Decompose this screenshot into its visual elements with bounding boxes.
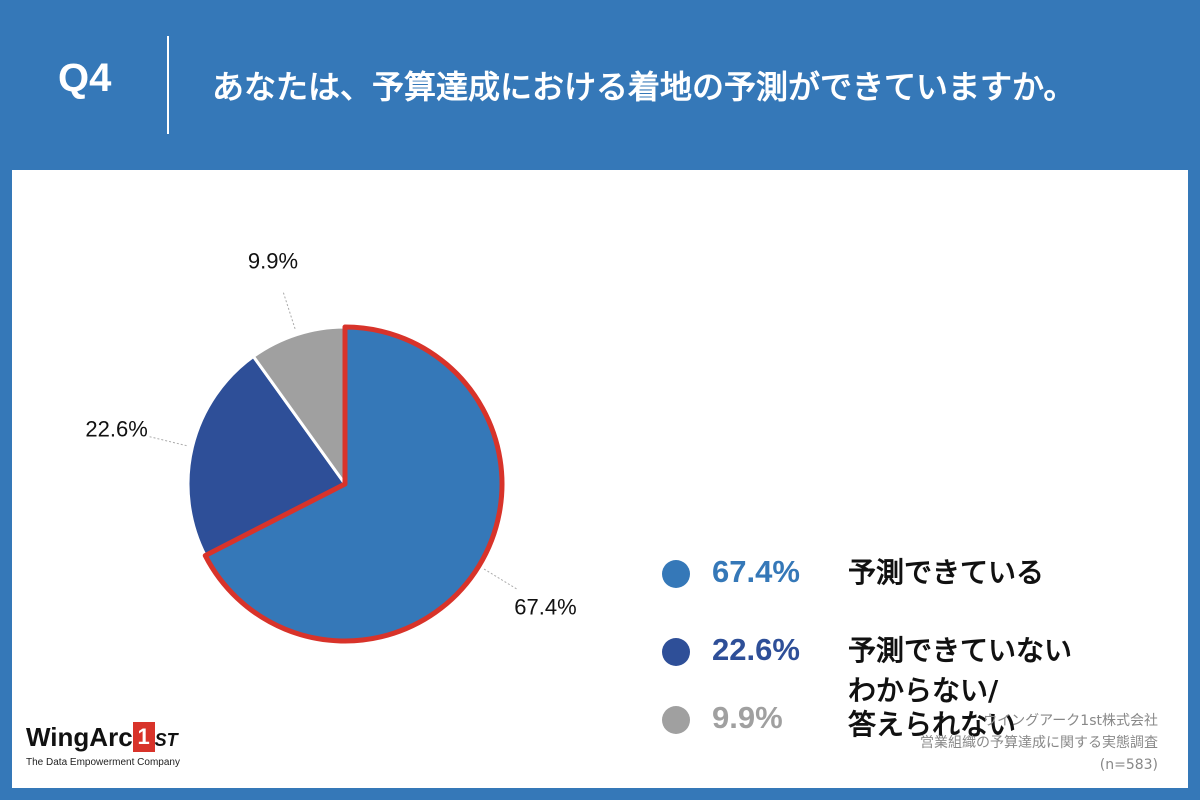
logo-tagline: The Data Empowerment Company xyxy=(26,757,180,768)
slice-not-predictable xyxy=(186,354,347,558)
source-company: ウイングアーク1st株式会社 xyxy=(983,713,1158,729)
data-label-predictable: 67.4% xyxy=(514,595,576,620)
data-label-not-predictable: 22.6% xyxy=(85,417,147,442)
header: Q4 あなたは、予算達成における着地の予測ができていますか。 xyxy=(0,0,1200,170)
slice-unknown xyxy=(251,325,347,486)
leader-line xyxy=(282,290,296,329)
logo-badge-suffix: ST xyxy=(154,730,178,750)
legend-dot-predictable xyxy=(662,560,690,588)
data-label-unknown: 9.9% xyxy=(248,248,298,273)
legend-label-not-predictable: 予測できていない xyxy=(848,634,1073,667)
legend-label-unknown-line2: 答えられない xyxy=(848,708,1017,741)
legend-dot-not-predictable xyxy=(662,638,690,666)
legend-label-unknown-line1: わからない/ xyxy=(848,674,999,707)
leader-line xyxy=(483,568,519,591)
legend-value-predictable: 67.4% xyxy=(712,554,800,589)
legend-dot-unknown xyxy=(662,706,690,734)
slice-highlight-outline xyxy=(202,324,505,644)
source-note: ウイングアーク1st株式会社 営業組織の予算達成に関する実態調査 (n=583) xyxy=(920,710,1158,776)
legend-value-unknown: 9.9% xyxy=(712,700,783,735)
chart-panel: 67.4% 22.6% 9.9% 67.4% 予測できている 22.6% 予測できて… xyxy=(12,170,1188,788)
legend-value-not-predictable: 22.6% xyxy=(712,632,800,667)
pie-chart: 67.4% 22.6% 9.9% xyxy=(85,248,577,644)
header-divider xyxy=(167,36,169,134)
legend-label-predictable: 予測できている xyxy=(848,556,1045,589)
source-sample: (n=583) xyxy=(1099,757,1158,773)
leader-line xyxy=(147,435,187,447)
logo-badge: 1 xyxy=(132,722,155,752)
wingarc-logo: WingArc 1 ST The Data Empowerment Company xyxy=(26,722,180,768)
question-number: Q4 xyxy=(58,56,112,100)
source-survey: 営業組織の予算達成に関する実態調査 xyxy=(920,735,1158,751)
question-title: あなたは、予算達成における着地の予測ができていますか。 xyxy=(212,68,1076,106)
logo-wordmark: WingArc xyxy=(26,722,133,752)
